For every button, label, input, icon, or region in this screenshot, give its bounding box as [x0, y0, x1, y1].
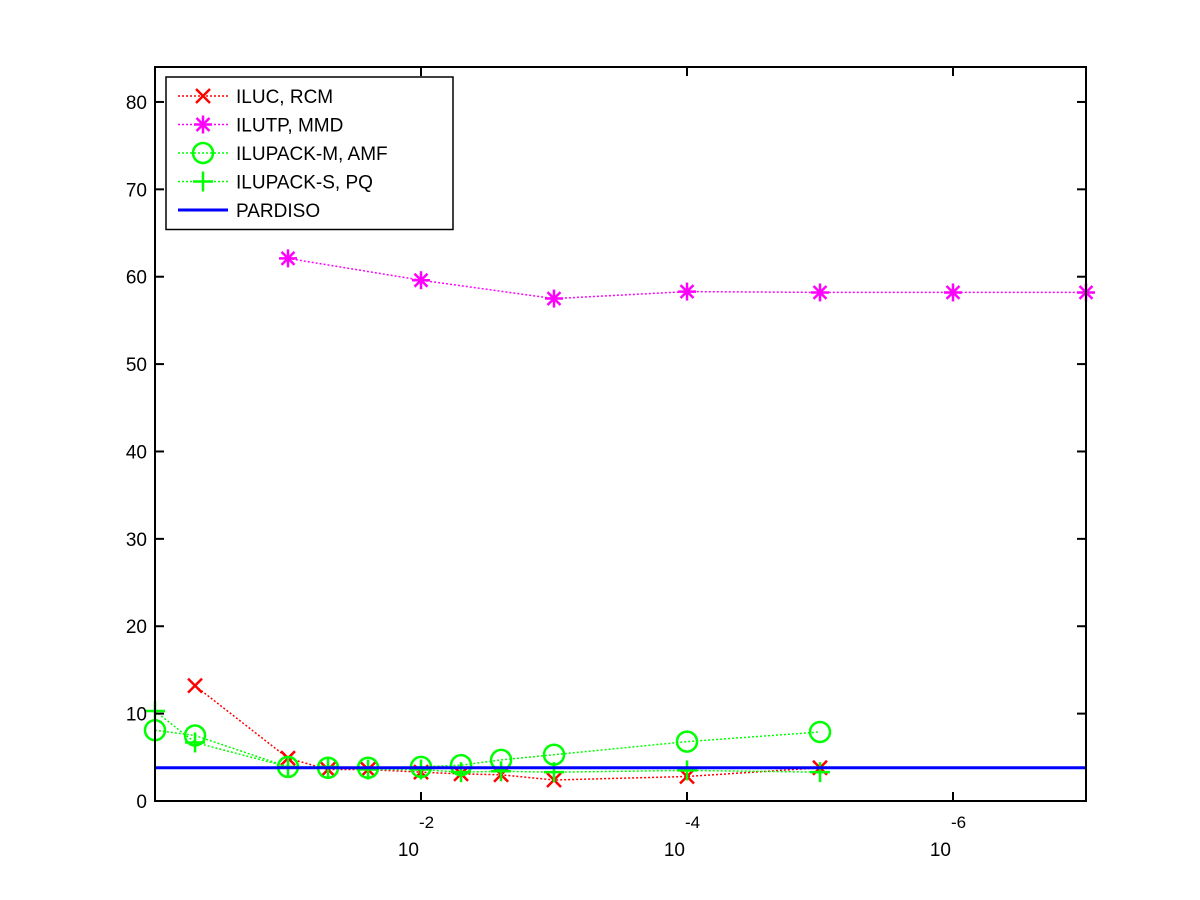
data-point-3-6 [451, 762, 472, 783]
y-tick-label-0: 0 [136, 792, 147, 813]
x-tick-label-exponent-2: -6 [951, 813, 966, 832]
data-point-2-9 [675, 730, 699, 753]
x-tick-label-exponent-0: -2 [419, 813, 434, 832]
x-tick-label-exponent-1: -4 [685, 813, 700, 832]
legend-entry-4: PARDISO [178, 201, 320, 222]
data-point-1-4 [811, 283, 829, 302]
legend-marker-2 [191, 141, 215, 165]
series-line-2 [154, 729, 821, 769]
y-tick-label-7: 70 [126, 180, 147, 201]
y-tick-label-4: 40 [126, 442, 147, 463]
data-point-3-1 [185, 732, 206, 753]
data-point-0-0 [187, 677, 203, 694]
data-point-3-8 [544, 762, 564, 783]
y-tick-label-6: 60 [126, 268, 147, 289]
x-tick-label-base-2: 10 [930, 840, 951, 861]
data-point-3-7 [491, 761, 512, 782]
data-point-3-10 [810, 762, 830, 783]
y-tick-label-2: 20 [126, 617, 147, 638]
data-point-1-0 [279, 249, 297, 268]
y-tick-label-1: 10 [126, 705, 147, 726]
x-tick-label-base-1: 10 [664, 840, 685, 861]
data-point-3-9 [677, 760, 697, 781]
series-line-0 [194, 685, 821, 781]
legend-label-0: ILUC, RCM [236, 87, 333, 108]
legend-label-2: ILUPACK-M, AMF [236, 144, 388, 165]
data-point-1-5 [944, 283, 962, 302]
legend-entry-1: ILUTP, MMD [178, 115, 343, 137]
data-point-1-2 [545, 289, 563, 308]
legend-entry-0: ILUC, RCM [178, 87, 333, 108]
legend-label-4: PARDISO [236, 201, 320, 222]
legend-label-3: ILUPACK-S, PQ [236, 173, 373, 194]
y-tick-label-5: 50 [126, 355, 147, 376]
data-point-1-3 [678, 282, 696, 301]
legend: ILUC, RCM ILUTP, MMD ILUPACK-M, AMF ILUPACK… [165, 76, 454, 231]
legend-marker-1 [194, 115, 212, 134]
axes-box [154, 66, 1087, 802]
legend-marker-3 [193, 171, 213, 192]
series-layer [143, 249, 1095, 788]
data-point-2-10 [808, 720, 832, 744]
x-tick-label-base-0: 10 [398, 840, 419, 861]
data-point-1-1 [412, 271, 430, 290]
legend-entry-2: ILUPACK-M, AMF [178, 141, 388, 165]
legend-marker-0 [195, 88, 211, 104]
legend-entry-3: ILUPACK-S, PQ [178, 171, 373, 194]
y-tick-label-3: 30 [126, 530, 147, 551]
data-point-3-5 [411, 759, 431, 780]
series-1 [279, 249, 1095, 308]
y-tick-label-8: 80 [126, 93, 147, 114]
legend-label-1: ILUTP, MMD [236, 116, 343, 137]
data-point-3-4 [358, 759, 379, 780]
